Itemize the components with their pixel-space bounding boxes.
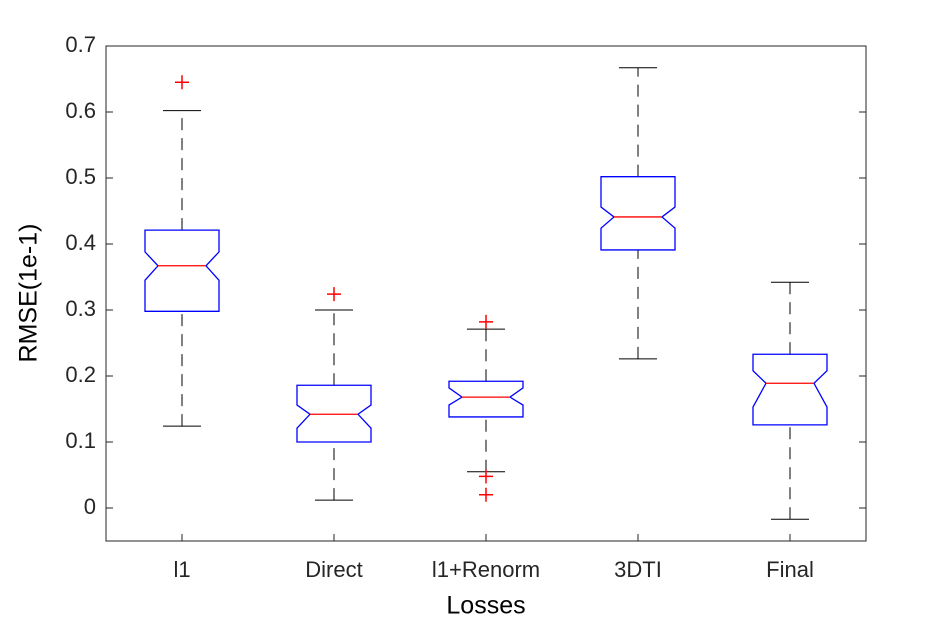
- box: [600, 176, 676, 251]
- outlier: [479, 469, 493, 484]
- y-tick-label: 0.3: [65, 296, 96, 321]
- y-tick-label: 0: [84, 494, 96, 519]
- box: [448, 380, 524, 418]
- outlier: [175, 75, 189, 90]
- outlier: [479, 487, 493, 502]
- y-tick-label: 0.7: [65, 32, 96, 57]
- plot-frame: [105, 45, 867, 542]
- y-axis-label: RMSE(1e-1): [15, 224, 43, 363]
- y-tick-label: 0.5: [65, 164, 96, 189]
- x-axis-label: Losses: [446, 592, 525, 620]
- outlier: [327, 287, 341, 302]
- x-tick-label: 3DTI: [614, 557, 662, 582]
- y-tick-label: 0.2: [65, 362, 96, 387]
- x-tick-label: Direct: [305, 557, 362, 582]
- y-tick-label: 0.6: [65, 98, 96, 123]
- box: [752, 353, 828, 426]
- x-tick-label: Final: [766, 557, 814, 582]
- y-tick-label: 0.4: [65, 230, 96, 255]
- x-tick-label: l1: [173, 557, 190, 582]
- y-tick-label: 0.1: [65, 428, 96, 453]
- x-tick-label: l1+Renorm: [432, 557, 540, 582]
- box: [296, 384, 372, 443]
- outlier: [479, 314, 493, 329]
- box: [144, 229, 220, 312]
